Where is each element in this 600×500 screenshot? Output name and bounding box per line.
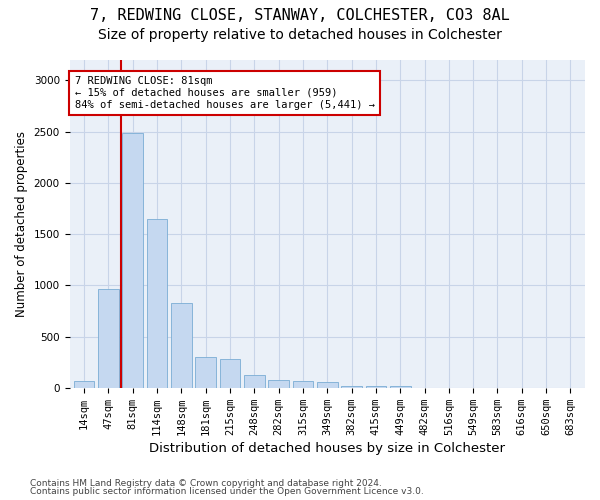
Text: Size of property relative to detached houses in Colchester: Size of property relative to detached ho… [98, 28, 502, 42]
Text: Contains public sector information licensed under the Open Government Licence v3: Contains public sector information licen… [30, 487, 424, 496]
Bar [220, 359, 241, 388]
Bar [390, 386, 410, 388]
Bar [268, 380, 289, 388]
Bar [122, 132, 143, 388]
Y-axis label: Number of detached properties: Number of detached properties [15, 131, 28, 317]
Bar [317, 382, 338, 388]
Bar [74, 381, 94, 388]
Bar [365, 386, 386, 388]
Bar [196, 357, 216, 388]
Bar [98, 290, 119, 388]
Bar [341, 386, 362, 388]
Text: 7, REDWING CLOSE, STANWAY, COLCHESTER, CO3 8AL: 7, REDWING CLOSE, STANWAY, COLCHESTER, C… [90, 8, 510, 22]
Bar [171, 303, 192, 388]
Bar [147, 219, 167, 388]
Text: 7 REDWING CLOSE: 81sqm
← 15% of detached houses are smaller (959)
84% of semi-de: 7 REDWING CLOSE: 81sqm ← 15% of detached… [74, 76, 374, 110]
Bar [293, 381, 313, 388]
Text: Contains HM Land Registry data © Crown copyright and database right 2024.: Contains HM Land Registry data © Crown c… [30, 478, 382, 488]
Bar [244, 375, 265, 388]
X-axis label: Distribution of detached houses by size in Colchester: Distribution of detached houses by size … [149, 442, 505, 455]
